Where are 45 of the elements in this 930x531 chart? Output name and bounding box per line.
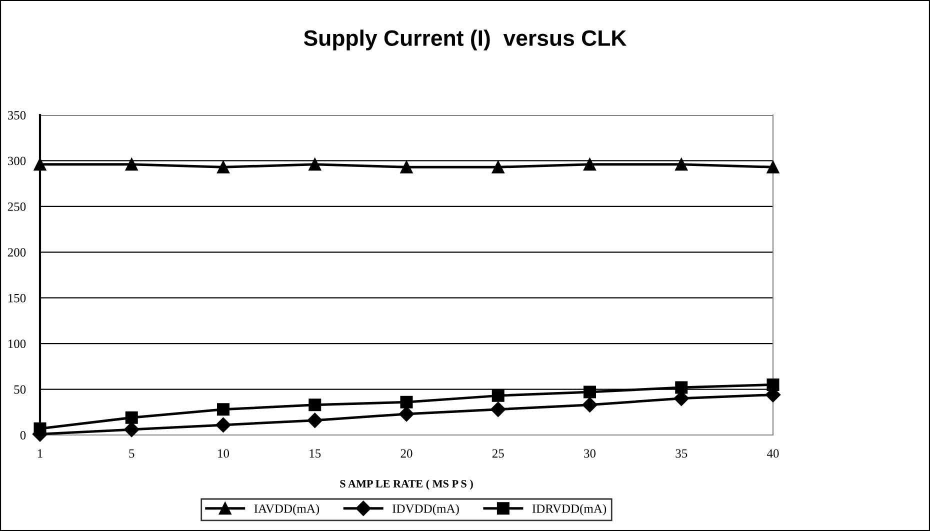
point [125, 411, 138, 424]
legend-label: IAVDD(mA) [254, 504, 320, 516]
y-tick-label: 0 [20, 431, 26, 440]
x-tick-label: 25 [492, 449, 504, 458]
point [492, 389, 504, 402]
x-tick-label: 10 [218, 449, 230, 458]
point [400, 396, 413, 408]
point [217, 160, 230, 174]
point [492, 160, 504, 174]
legend-label: IDVDD(mA) [392, 504, 459, 516]
point [675, 381, 688, 394]
x-tick-label: 35 [676, 449, 688, 458]
x-tick-label: 30 [584, 449, 596, 458]
x-tick-label: 5 [129, 449, 134, 458]
point [584, 158, 596, 171]
y-tick-label: 100 [8, 340, 26, 348]
point [766, 160, 780, 174]
point [584, 386, 596, 398]
y-tick-label: 350 [8, 111, 26, 120]
point [398, 406, 414, 422]
y-tick-label: 250 [8, 202, 26, 211]
chart-title: Supply Current (I) versus CLK [304, 30, 627, 50]
y-tick-label: 50 [14, 385, 26, 394]
y-tick-label: 300 [8, 156, 26, 166]
legend-label: IDRVDD(mA) [532, 504, 606, 516]
point [307, 412, 322, 428]
point [125, 158, 138, 171]
point [490, 402, 506, 417]
point [582, 397, 598, 412]
point [766, 378, 780, 391]
point [34, 158, 46, 171]
x-tick-label: 20 [400, 449, 412, 458]
point [216, 417, 231, 433]
x-tick-label: 40 [766, 449, 779, 458]
x-axis-title: S AMP LE RATE ( MS P S ) [340, 480, 473, 490]
point [308, 158, 322, 171]
y-tick-label: 150 [8, 294, 26, 302]
point [308, 398, 322, 412]
point [124, 422, 140, 438]
x-tick-label: 15 [310, 449, 321, 458]
point [400, 160, 413, 174]
point [217, 403, 230, 416]
y-tick-label: 200 [8, 248, 26, 257]
x-tick-label: 1 [38, 449, 42, 458]
point [675, 158, 688, 171]
